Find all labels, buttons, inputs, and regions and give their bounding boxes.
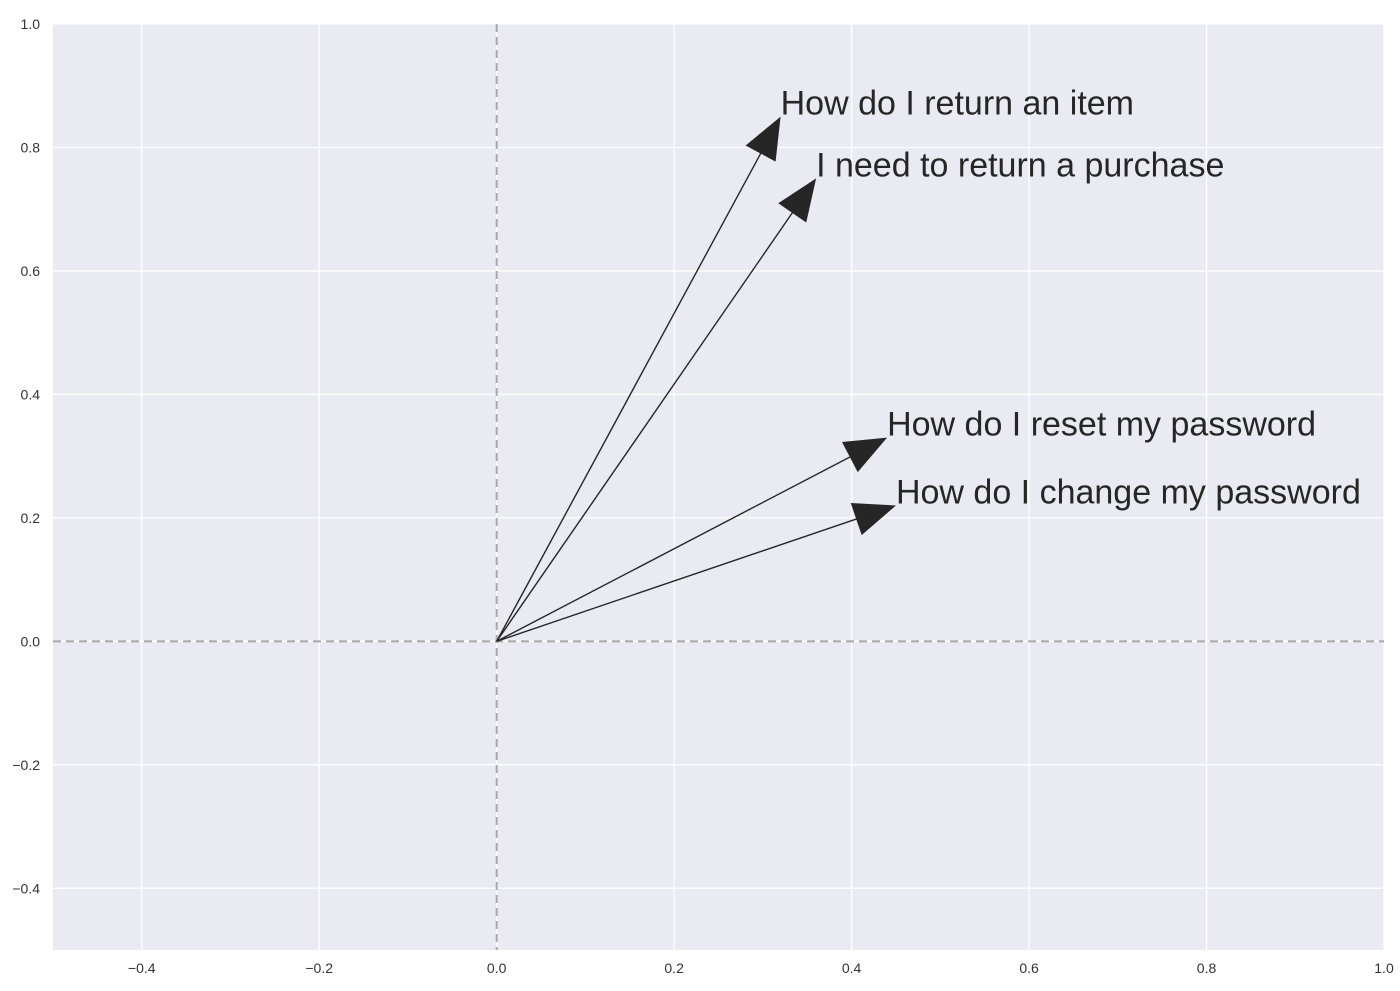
x-tick-label: 0.4 [842, 960, 862, 976]
vector-arrowhead [745, 116, 781, 162]
reference-lines [53, 24, 1384, 950]
vector-shaft [496, 210, 794, 642]
y-tick-label: 0.6 [21, 263, 41, 279]
y-tick-label: −0.4 [12, 880, 40, 896]
x-tick-label: 0.8 [1197, 960, 1217, 976]
x-tick-label: −0.4 [128, 960, 156, 976]
x-tick-label: −0.2 [305, 960, 333, 976]
vector-arrowhead [850, 502, 896, 536]
vector-shaft [496, 517, 859, 642]
vectors [496, 116, 896, 642]
vector-arrowhead [778, 178, 817, 223]
x-tick-label: 0.0 [487, 960, 507, 976]
x-tick-label: 0.2 [664, 960, 684, 976]
vector-arrow [496, 178, 817, 642]
vector-labels: How do I return an item I need to return … [781, 85, 1361, 512]
y-tick-label: 0.0 [21, 633, 41, 649]
vector-label: I need to return a purchase [816, 146, 1224, 184]
vector-shaft [496, 455, 852, 642]
vector-label: How do I return an item [781, 85, 1134, 123]
vector-shaft [496, 151, 763, 642]
y-tick-label: 0.8 [21, 139, 41, 155]
y-tick-label: 1.0 [21, 16, 41, 32]
y-tick-label: −0.2 [12, 757, 40, 773]
y-axis-ticks: −0.4 −0.2 0.0 0.2 0.4 0.6 0.8 1.0 [12, 16, 40, 896]
vector-label: How do I reset my password [887, 406, 1316, 444]
x-tick-label: 1.0 [1374, 960, 1394, 976]
plot-area [53, 24, 1384, 950]
y-tick-label: 0.2 [21, 510, 41, 526]
x-tick-label: 0.6 [1019, 960, 1039, 976]
vector-label: How do I change my password [896, 474, 1361, 512]
y-tick-label: 0.4 [21, 386, 41, 402]
vector-arrow [496, 502, 896, 642]
vector-arrow [496, 437, 888, 642]
vector-arrow [496, 116, 781, 642]
vector-arrowhead [841, 437, 888, 473]
x-axis-ticks: −0.4 −0.2 0.0 0.2 0.4 0.6 0.8 1.0 [128, 960, 1394, 976]
